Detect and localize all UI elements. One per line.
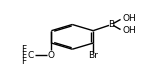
Text: F: F: [21, 57, 26, 66]
Text: F: F: [21, 51, 26, 60]
Text: Br: Br: [88, 51, 98, 60]
Text: B: B: [109, 20, 115, 29]
Text: OH: OH: [123, 26, 136, 35]
Text: F: F: [21, 45, 26, 54]
Text: C: C: [28, 51, 34, 60]
Text: OH: OH: [123, 14, 136, 23]
Text: O: O: [48, 51, 55, 60]
